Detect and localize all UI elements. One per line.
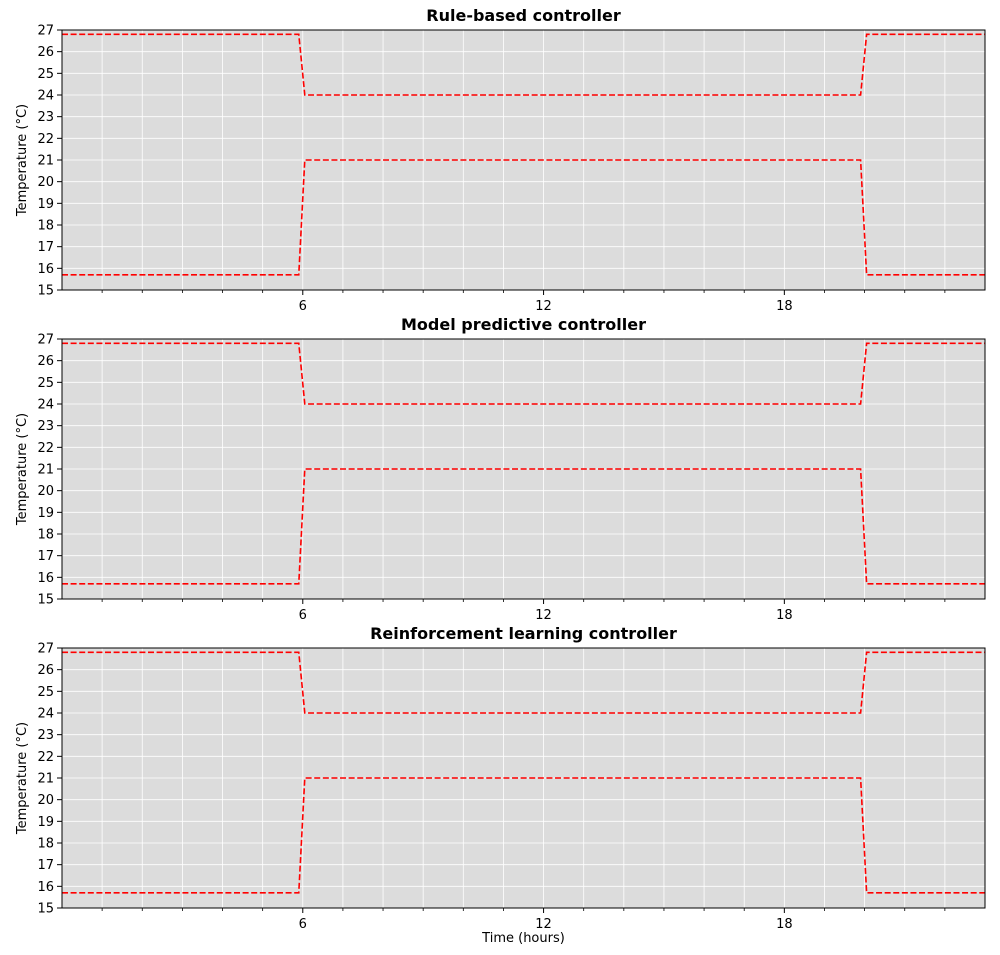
y-tick-label: 21: [37, 772, 54, 787]
y-tick-label: 27: [37, 642, 54, 657]
y-tick-label: 27: [37, 333, 54, 348]
y-tick-label: 15: [37, 902, 54, 917]
y-tick-label: 18: [37, 837, 54, 852]
y-tick-label: 25: [37, 67, 54, 82]
chart-panel-reinforcement-learning: 15 16 17 18 19 20 21 22 23 24 25 26 27 6 12 18 Reinforc…: [15, 624, 986, 946]
axis-ticks: 15 16 17 18 19 20 21 22 23 24 25 26 27 6 12 18: [37, 642, 946, 932]
series-group: [62, 651, 985, 894]
y-tick-label: 22: [37, 441, 54, 456]
y-tick-label: 26: [37, 354, 54, 369]
y-tick-label: 27: [37, 24, 54, 39]
x-tick-label: 6: [299, 299, 307, 314]
x-tick-label: 12: [535, 917, 552, 932]
y-tick-label: 24: [37, 398, 54, 413]
y-tick-label: 16: [37, 571, 54, 586]
y-tick-label: 24: [37, 707, 54, 722]
y-axis-label: Temperature (°C): [15, 104, 30, 217]
y-tick-label: 16: [37, 262, 54, 277]
y-tick-label: 19: [37, 815, 54, 830]
y-tick-label: 22: [37, 132, 54, 147]
series-group: [62, 342, 985, 585]
axis-ticks: 15 16 17 18 19 20 21 22 23 24 25 26 27 6 12 18: [37, 333, 946, 623]
y-axis-label: Temperature (°C): [15, 722, 30, 835]
axis-ticks: 15 16 17 18 19 20 21 22 23 24 25 26 27 6 12 18: [37, 24, 946, 314]
y-tick-label: 25: [37, 376, 54, 391]
y-tick-label: 17: [37, 240, 54, 255]
series-group: [62, 33, 985, 276]
series-line-upper: [62, 342, 985, 405]
y-tick-label: 23: [37, 419, 54, 434]
series-line-upper: [62, 651, 985, 714]
x-axis-label: Time (hours): [481, 931, 565, 946]
x-tick-label: 12: [535, 608, 552, 623]
series-line-lower: [62, 777, 985, 894]
chart-panel-rule-based: 15 16 17 18 19 20 21 22 23 24 25 26 27 6 12 18 Rule-bas…: [15, 6, 986, 314]
x-tick-label: 18: [776, 917, 793, 932]
y-tick-label: 15: [37, 284, 54, 299]
chart-title: Model predictive controller: [401, 315, 646, 334]
y-tick-label: 21: [37, 463, 54, 478]
y-tick-label: 20: [37, 175, 54, 190]
series-line-lower: [62, 159, 985, 276]
chart-panel-model-predictive: 15 16 17 18 19 20 21 22 23 24 25 26 27 6 12 18 Model pr…: [15, 315, 986, 623]
y-tick-label: 18: [37, 528, 54, 543]
y-tick-label: 20: [37, 484, 54, 499]
y-tick-label: 22: [37, 750, 54, 765]
x-tick-label: 12: [535, 299, 552, 314]
y-tick-label: 26: [37, 45, 54, 60]
y-tick-label: 26: [37, 663, 54, 678]
y-tick-label: 23: [37, 728, 54, 743]
y-tick-label: 23: [37, 110, 54, 125]
y-tick-label: 17: [37, 549, 54, 564]
y-tick-label: 15: [37, 593, 54, 608]
series-line-lower: [62, 468, 985, 585]
y-tick-label: 25: [37, 685, 54, 700]
y-tick-label: 21: [37, 154, 54, 169]
series-line-upper: [62, 33, 985, 96]
chart-title: Reinforcement learning controller: [370, 624, 677, 643]
y-tick-label: 18: [37, 219, 54, 234]
x-tick-label: 18: [776, 608, 793, 623]
y-tick-label: 17: [37, 858, 54, 873]
x-tick-label: 6: [299, 917, 307, 932]
chart-title: Rule-based controller: [426, 6, 621, 25]
x-tick-label: 6: [299, 608, 307, 623]
y-axis-label: Temperature (°C): [15, 413, 30, 526]
y-tick-label: 20: [37, 793, 54, 808]
y-tick-label: 19: [37, 506, 54, 521]
y-tick-label: 16: [37, 880, 54, 895]
y-tick-label: 19: [37, 197, 54, 212]
x-tick-label: 18: [776, 299, 793, 314]
y-tick-label: 24: [37, 89, 54, 104]
